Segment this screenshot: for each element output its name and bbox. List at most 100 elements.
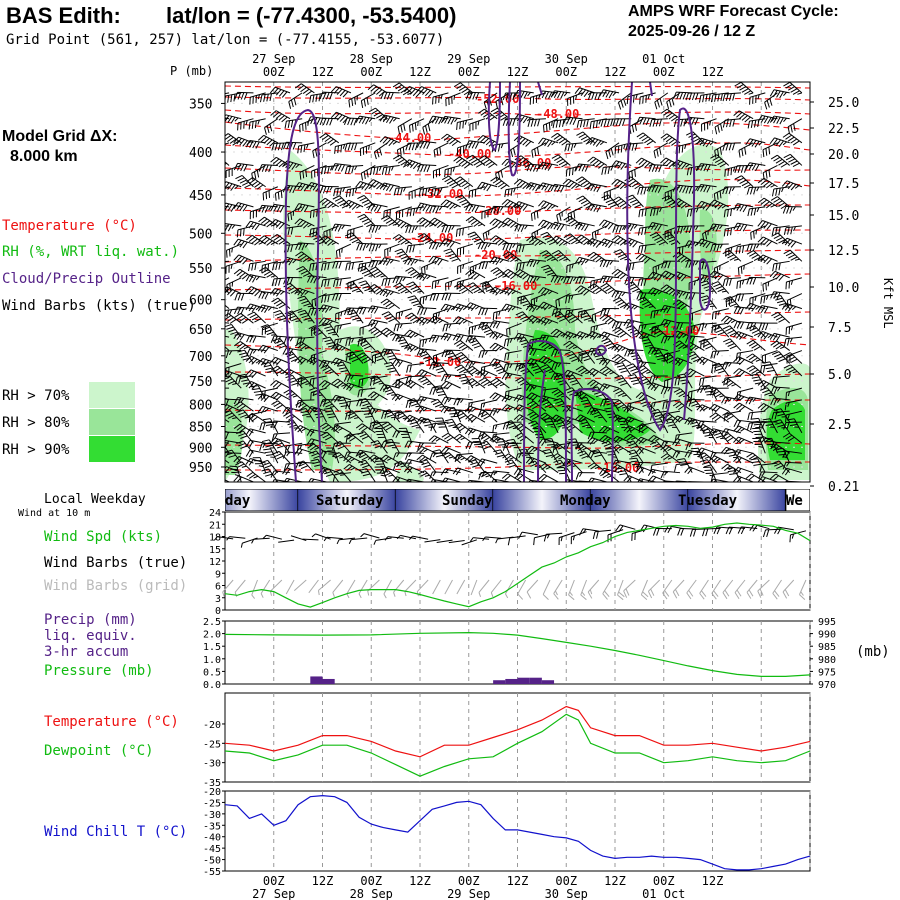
wind-barb-flag: [489, 256, 495, 264]
wind-barb-flag: [347, 283, 355, 288]
wind-barb-flag: [302, 257, 310, 263]
wind-barb-staff: [262, 344, 278, 352]
wind-barb-flag: [473, 238, 481, 243]
wind-barb-flag: [260, 324, 268, 328]
wind-barb-flag: [322, 92, 327, 100]
wind-barb-flag: [368, 422, 372, 430]
wind-barb-staff: [311, 293, 327, 301]
wind-barb-flag: [313, 392, 321, 396]
wind-barb-flag: [591, 315, 594, 323]
wind-barb-flag: [237, 163, 242, 171]
wind-barb-flag: [322, 186, 327, 194]
wind-barb-flag: [368, 117, 373, 123]
wind-barb-flag: [409, 364, 412, 373]
wind-barb-flag: [468, 140, 473, 149]
wind-barb-flag: [378, 260, 382, 266]
wind-barb-flag: [330, 86, 337, 93]
wind-barb-flag: [214, 193, 215, 200]
wind-barb-flag: [260, 136, 267, 143]
wind-barb-flag: [246, 335, 251, 343]
wind-barb-staff: [347, 374, 364, 377]
wind-barb-staff: [324, 197, 340, 208]
forecast-cycle-value: 2025-09-26 / 12 Z: [628, 23, 756, 40]
wind-barb-flag: [372, 377, 380, 382]
wind-barb-flag: [248, 287, 255, 294]
wind-barb-staff: [237, 118, 254, 124]
wind-barb-flag: [334, 224, 339, 232]
wind-barb-flag: [507, 189, 510, 197]
wind-barb-flag: [351, 358, 360, 363]
wind-barb-flag: [387, 278, 391, 286]
wind-barb-flag: [492, 236, 499, 243]
wind-barb-staff: [432, 277, 449, 283]
wind-barb-flag: [240, 163, 245, 172]
wind-barb-flag: [230, 116, 236, 124]
wind-barb-staff: [304, 310, 315, 324]
wind-barb-staff: [396, 393, 413, 401]
wind-barb-flag: [392, 452, 397, 460]
wind-barb-flag: [343, 307, 348, 315]
wind-barb-flag: [388, 357, 397, 361]
wind-barb-flag: [475, 162, 483, 168]
wind-barb-flag: [400, 187, 403, 195]
wind-barb-flag: [338, 427, 343, 431]
wind-barb-flag: [346, 434, 354, 440]
wind-barb-flag: [272, 393, 280, 400]
wind-barb-staff: [495, 92, 510, 102]
wind-barb-flag: [337, 445, 345, 450]
wind-barb-staff: [375, 266, 388, 279]
wind-barb-flag: [432, 242, 437, 250]
wind-barb-flag: [239, 316, 247, 322]
wind-barb-flag: [455, 455, 463, 462]
wind-barb-flag: [447, 117, 452, 125]
wind-barb-staff: [383, 348, 400, 352]
wind-barb-flag: [321, 318, 328, 325]
wind-barb-flag: [485, 232, 488, 240]
wind-barb-flag: [239, 272, 246, 278]
wind-barb-flag: [419, 87, 425, 94]
wind-barb-flag: [313, 276, 318, 284]
wind-barb-flag: [309, 378, 312, 387]
wind-barb-flag: [293, 97, 297, 106]
wind-barb-flag: [337, 199, 345, 205]
wind-barb-flag: [350, 458, 355, 462]
wind-barb-flag: [227, 95, 230, 103]
wind-barb-flag: [425, 205, 431, 212]
wind-barb-flag: [485, 283, 487, 291]
wind-barb-flag: [268, 190, 271, 198]
wind-barb-flag: [475, 383, 481, 387]
wind-barb-flag: [512, 427, 518, 430]
wind-barb-flag: [443, 239, 449, 246]
wind-barb-flag: [506, 338, 510, 347]
wind-barb-flag: [227, 414, 235, 419]
wind-barb-flag: [393, 188, 397, 196]
wind-barb-flag: [470, 369, 478, 375]
wind-barb-flag: [298, 378, 306, 383]
wind-barb-flag: [406, 365, 409, 373]
wind-barb-flag: [456, 424, 463, 430]
wind-barb-staff: [493, 408, 510, 412]
wind-barb-flag: [291, 382, 299, 386]
wind-barb-flag: [345, 435, 348, 443]
wind-barb-flag: [354, 187, 358, 193]
wind-barb-staff: [286, 118, 303, 122]
wind-barb-flag: [372, 422, 380, 427]
wind-barb-flag: [236, 425, 244, 431]
wind-barb-flag: [379, 114, 385, 122]
wind-barb-flag: [336, 325, 339, 333]
wind-barb-flag: [477, 322, 482, 330]
wind-barb-flag: [260, 218, 268, 224]
wind-barb-flag: [327, 278, 330, 287]
wind-barb-flag: [227, 224, 233, 232]
wind-barb-flag: [457, 454, 461, 459]
wind-barb-flag: [265, 444, 273, 448]
wind-barb-flag: [422, 88, 428, 95]
wind-barb-flag: [455, 304, 462, 312]
wind-barb-flag: [212, 395, 217, 401]
wind-barb-flag: [435, 335, 440, 343]
wind-barbs-true-label: Wind Barbs (true): [44, 555, 188, 571]
wind-barb-flag: [233, 423, 241, 429]
wind-barb-flag: [248, 429, 254, 437]
wind-barb-flag: [442, 324, 446, 332]
wind-barb-flag: [260, 407, 266, 414]
